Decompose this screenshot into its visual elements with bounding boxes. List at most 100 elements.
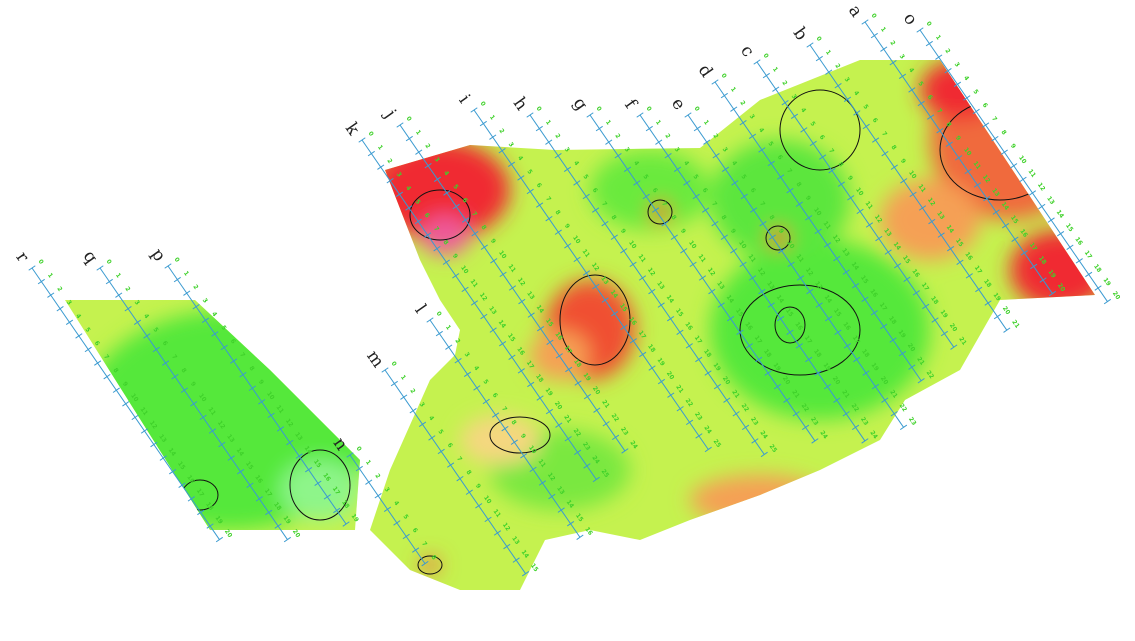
tick-mark [741,424,750,431]
tick-mark [657,302,665,308]
tick-label: 8 [180,367,188,374]
tick-mark [445,344,453,350]
tick-mark [655,139,663,145]
tick-label: 9 [474,483,482,490]
tick-mark [383,506,392,513]
tick-label: 5 [451,183,459,190]
tick-mark [187,496,195,502]
tick-label: 7 [990,115,998,122]
tick-label: 8 [720,214,728,221]
tick-label: 15 [244,460,255,471]
tick-mark [555,422,563,428]
tick-mark [548,493,556,500]
tick-mark [545,215,553,222]
line-label: g [569,94,592,114]
tick-mark [501,425,509,432]
tick-label: 11 [863,200,874,211]
tick-label: 7 [660,200,668,207]
tick-mark [601,297,609,303]
tick-mark [508,285,517,291]
tick-label: 5 [219,324,227,331]
tick-mark [680,248,688,254]
tick-label: 13 [293,431,304,442]
tick-mark [642,193,650,200]
tick-label: 18 [340,499,351,510]
tick-mark [847,195,855,201]
tick-label: 13 [715,280,726,291]
tick-label: 9 [804,195,812,202]
tick-mark [851,424,860,431]
tick-label: 5 [808,120,816,127]
tick-mark [993,313,1002,320]
tick-label: 10 [265,390,276,401]
tick-mark [355,465,363,472]
tick-label: 5 [401,513,409,520]
tick-mark [917,378,925,384]
tick-mark [180,387,188,393]
tick-mark [898,350,907,357]
tick-label: 10 [812,206,823,217]
tick-mark [872,137,880,143]
tick-mark [197,509,205,516]
tick-mark [673,166,682,173]
tick-label: 11 [206,406,217,417]
tick-mark [150,441,158,448]
line-label: b [789,24,812,44]
tick-label: 4 [757,127,765,134]
tick-mark [871,383,880,390]
tick-mark [720,234,728,240]
tick-label: 2 [711,132,719,139]
tick-label: 19 [581,372,592,383]
tick-label: 8 [480,224,488,231]
tick-label: 20 [223,528,234,539]
tick-label: 1 [414,129,422,136]
tick-label: 0 [645,105,653,112]
tick-label: 0 [535,105,543,112]
tick-label: 20 [665,370,676,381]
tick-mark [265,509,273,516]
tick-label: 11 [274,404,285,415]
tick-label: 8 [430,554,438,561]
tick-mark [409,408,417,414]
tick-label: 6 [926,94,934,101]
tick-label: 6 [229,338,237,345]
tick-label: 7 [170,353,178,360]
tick-label: 16 [515,346,526,357]
tick-label: 3 [623,146,631,153]
tick-mark [936,127,944,134]
tick-mark [480,244,488,250]
line-label: m [362,347,388,372]
tick-label: 20 [553,400,564,411]
tick-mark [405,205,413,211]
tick-mark [645,125,653,132]
tick-label: 1 [114,272,122,279]
tick-mark [730,106,738,112]
tick-label: 6 [776,154,784,161]
tick-mark [837,181,845,187]
tick-label: 6 [701,187,709,194]
tick-label: 4 [572,160,580,167]
tick-label: 10 [527,444,538,455]
tick-label: 18 [272,501,283,512]
tick-mark [554,153,562,159]
tick-mark [611,434,620,441]
tick-mark [367,150,375,157]
tick-label: 25 [712,438,723,449]
tick-mark [479,120,487,127]
tick-label: 6 [651,187,659,194]
tick-label: 1 [824,49,832,56]
tick-mark [412,547,420,553]
tick-mark [727,316,735,322]
tick-label: 3 [790,93,798,100]
tick-mark [685,419,694,426]
tick-label: 16 [553,331,564,342]
tick-mark [122,401,130,407]
tick-label: 6 [93,340,101,347]
tick-mark [564,436,572,442]
tick-label: 2 [888,39,896,46]
tick-label: 6 [461,197,469,204]
tick-label: 10 [571,234,582,245]
tick-mark [342,521,350,527]
tick-mark [206,523,214,529]
tick-mark [721,166,730,173]
